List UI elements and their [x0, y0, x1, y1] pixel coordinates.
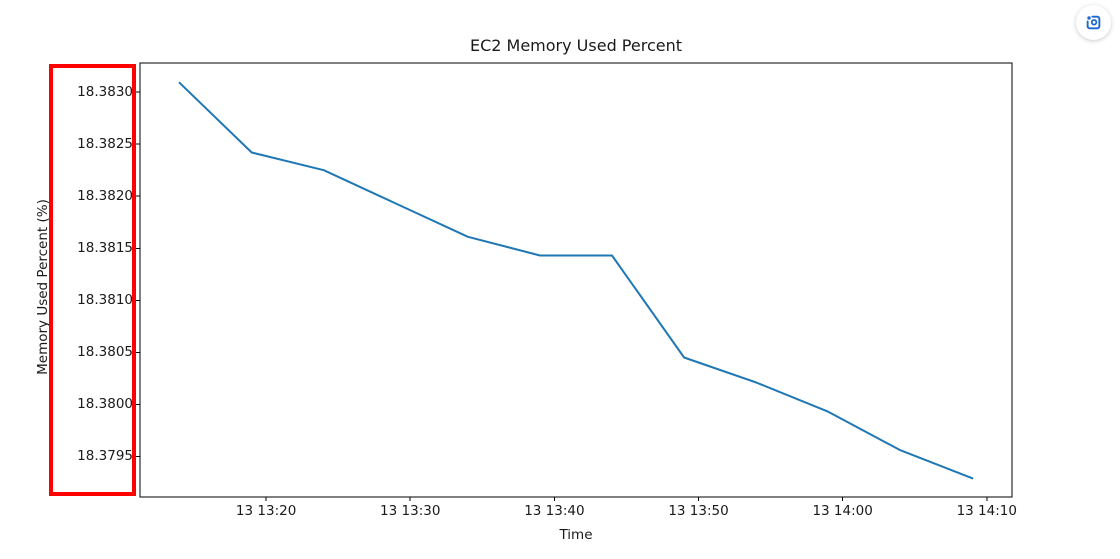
y-axis-label: Memory Used Percent (%)	[35, 199, 51, 375]
x-tick-label: 13 14:10	[956, 503, 1017, 519]
x-tick-label: 13 13:30	[380, 503, 441, 519]
chart-title: EC2 Memory Used Percent	[469, 36, 683, 55]
y-tick-label: 18.3825	[77, 136, 133, 153]
x-tick-label: 13 13:40	[524, 503, 585, 519]
y-tick-label: 18.3805	[77, 344, 133, 361]
screenshot-region-icon	[1084, 13, 1103, 32]
y-tick-label: 18.3795	[77, 448, 133, 465]
x-axis-label: Time	[559, 527, 593, 543]
x-tick-label: 13 14:00	[812, 503, 873, 519]
screenshot-button[interactable]	[1076, 5, 1111, 40]
x-tick-label: 13 13:50	[668, 503, 729, 519]
x-tick-label: 13 13:20	[235, 503, 297, 519]
y-tick-label: 18.3830	[77, 84, 133, 101]
y-axis-highlight-box	[49, 64, 136, 496]
y-tick-label: 18.3810	[77, 292, 133, 309]
y-tick-label: 18.3820	[77, 188, 133, 205]
y-tick-label: 18.3815	[77, 240, 133, 257]
y-tick-label: 18.3800	[77, 396, 133, 413]
